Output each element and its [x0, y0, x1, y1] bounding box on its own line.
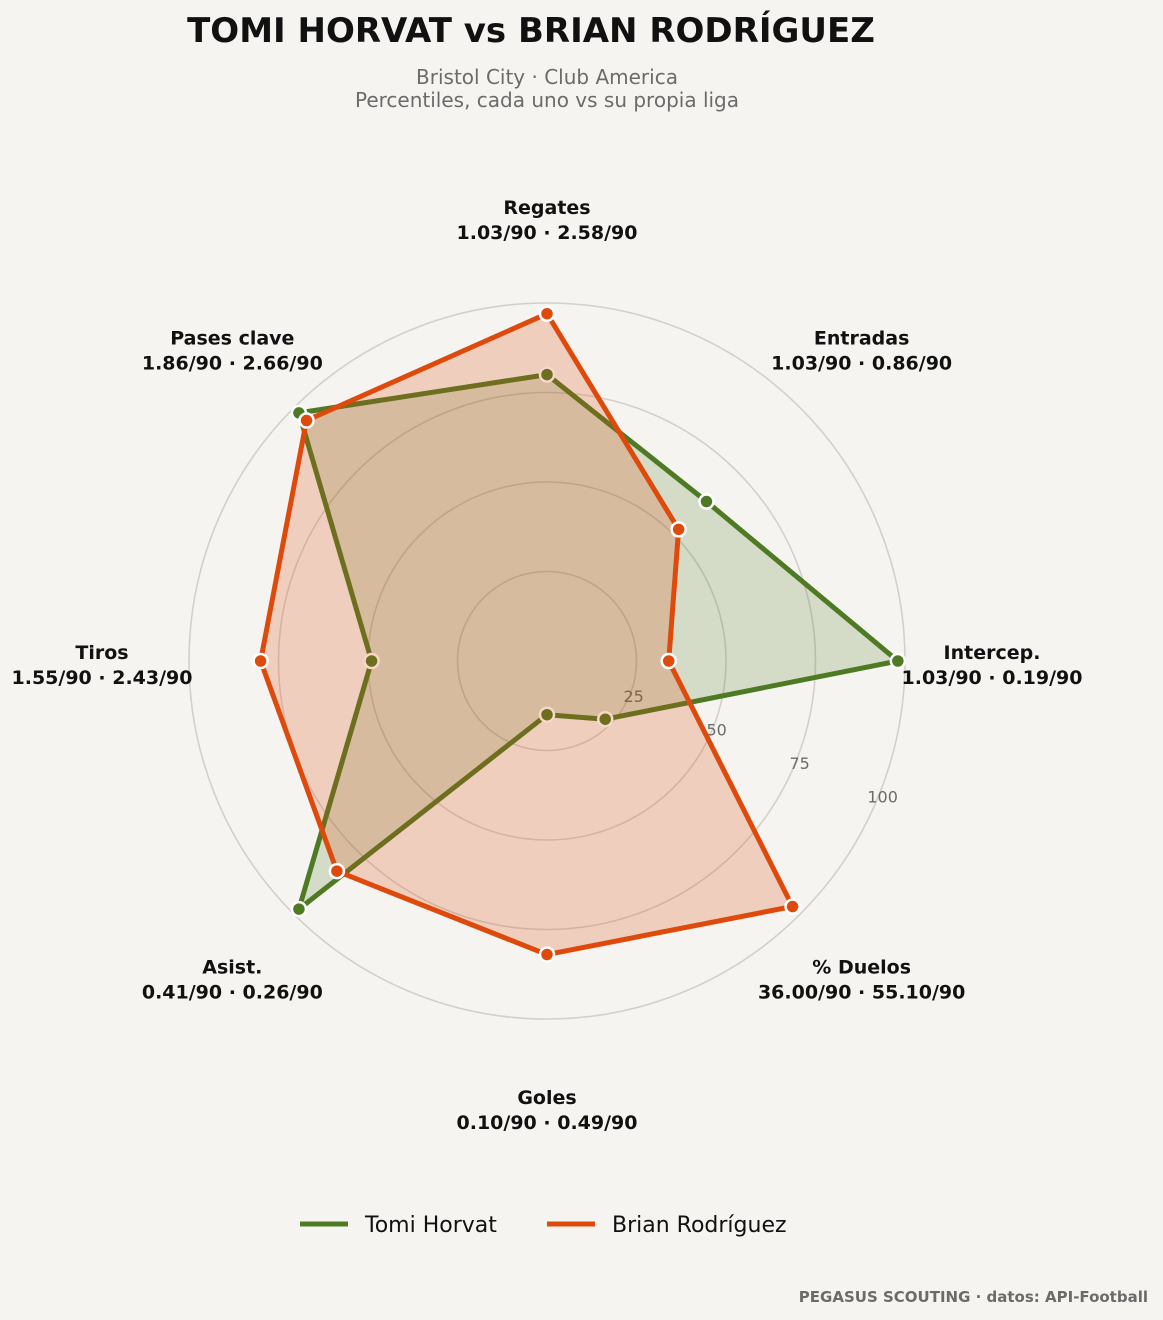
series-area: [260, 313, 793, 955]
data-point: [784, 898, 801, 915]
tick-label: 100: [867, 788, 898, 807]
data-point: [328, 862, 346, 880]
axis-label-values: 1.03/90 · 0.19/90: [902, 667, 1083, 689]
axis-label-name: Pases clave: [170, 327, 294, 349]
data-point: [698, 493, 715, 510]
axis-label-values: 36.00/90 · 55.10/90: [758, 982, 965, 1004]
tick-label: 75: [789, 754, 809, 773]
data-point: [660, 652, 677, 670]
series-area: [298, 374, 898, 910]
radar-axis-labels: Regates 1.03/90 · 2.58/90 Entradas 1.03/90 …: [12, 197, 1083, 1134]
chart-legend: Tomi Horvat Brian Rodríguez: [300, 1213, 787, 1238]
tick-label: 50: [706, 721, 726, 740]
axis-label-values: 1.86/90 · 2.66/90: [142, 352, 323, 374]
axis-label-name: Intercep.: [944, 642, 1041, 664]
data-point: [538, 366, 556, 383]
axis-label-values: 0.41/90 · 0.26/90: [142, 982, 323, 1004]
axis-label-name: Entradas: [814, 327, 910, 349]
data-point: [670, 521, 687, 538]
radar-tick-labels: 25 50 75 100: [624, 687, 898, 807]
axis-label-name: % Duelos: [812, 957, 911, 979]
data-point: [252, 652, 269, 670]
data-point: [596, 710, 614, 728]
data-point: [363, 652, 380, 670]
axis-label-name: Tiros: [75, 642, 128, 664]
chart-subtitle-line1: Bristol City · Club America: [416, 65, 678, 89]
legend-label: Brian Rodríguez: [612, 1213, 787, 1238]
data-point: [290, 900, 308, 918]
data-point: [298, 412, 315, 429]
data-point: [538, 706, 556, 723]
axis-label-name: Regates: [503, 197, 590, 219]
legend-label: Tomi Horvat: [364, 1213, 497, 1238]
series-2: [252, 305, 801, 963]
tick-label: 25: [624, 687, 644, 706]
grid-circle: [277, 391, 817, 931]
data-point: [538, 946, 556, 963]
axis-label-name: Goles: [517, 1087, 576, 1109]
footer-credit: PEGASUS SCOUTING · datos: API-Football: [799, 1288, 1148, 1306]
axis-label-values: 1.03/90 · 2.58/90: [457, 222, 638, 244]
axis-label-values: 0.10/90 · 0.49/90: [457, 1112, 638, 1134]
radar-series: [252, 305, 907, 963]
chart-subtitle-line2: Percentiles, cada uno vs su propia liga: [355, 88, 739, 112]
data-point: [889, 652, 907, 670]
grid-circle: [456, 570, 638, 752]
axis-label-name: Asist.: [202, 957, 262, 979]
data-point: [538, 305, 556, 322]
axis-label-values: 1.55/90 · 2.43/90: [12, 667, 193, 689]
axis-label-values: 1.03/90 · 0.86/90: [771, 352, 952, 374]
chart-title: TOMI HORVAT vs BRIAN RODRÍGUEZ: [187, 10, 875, 51]
